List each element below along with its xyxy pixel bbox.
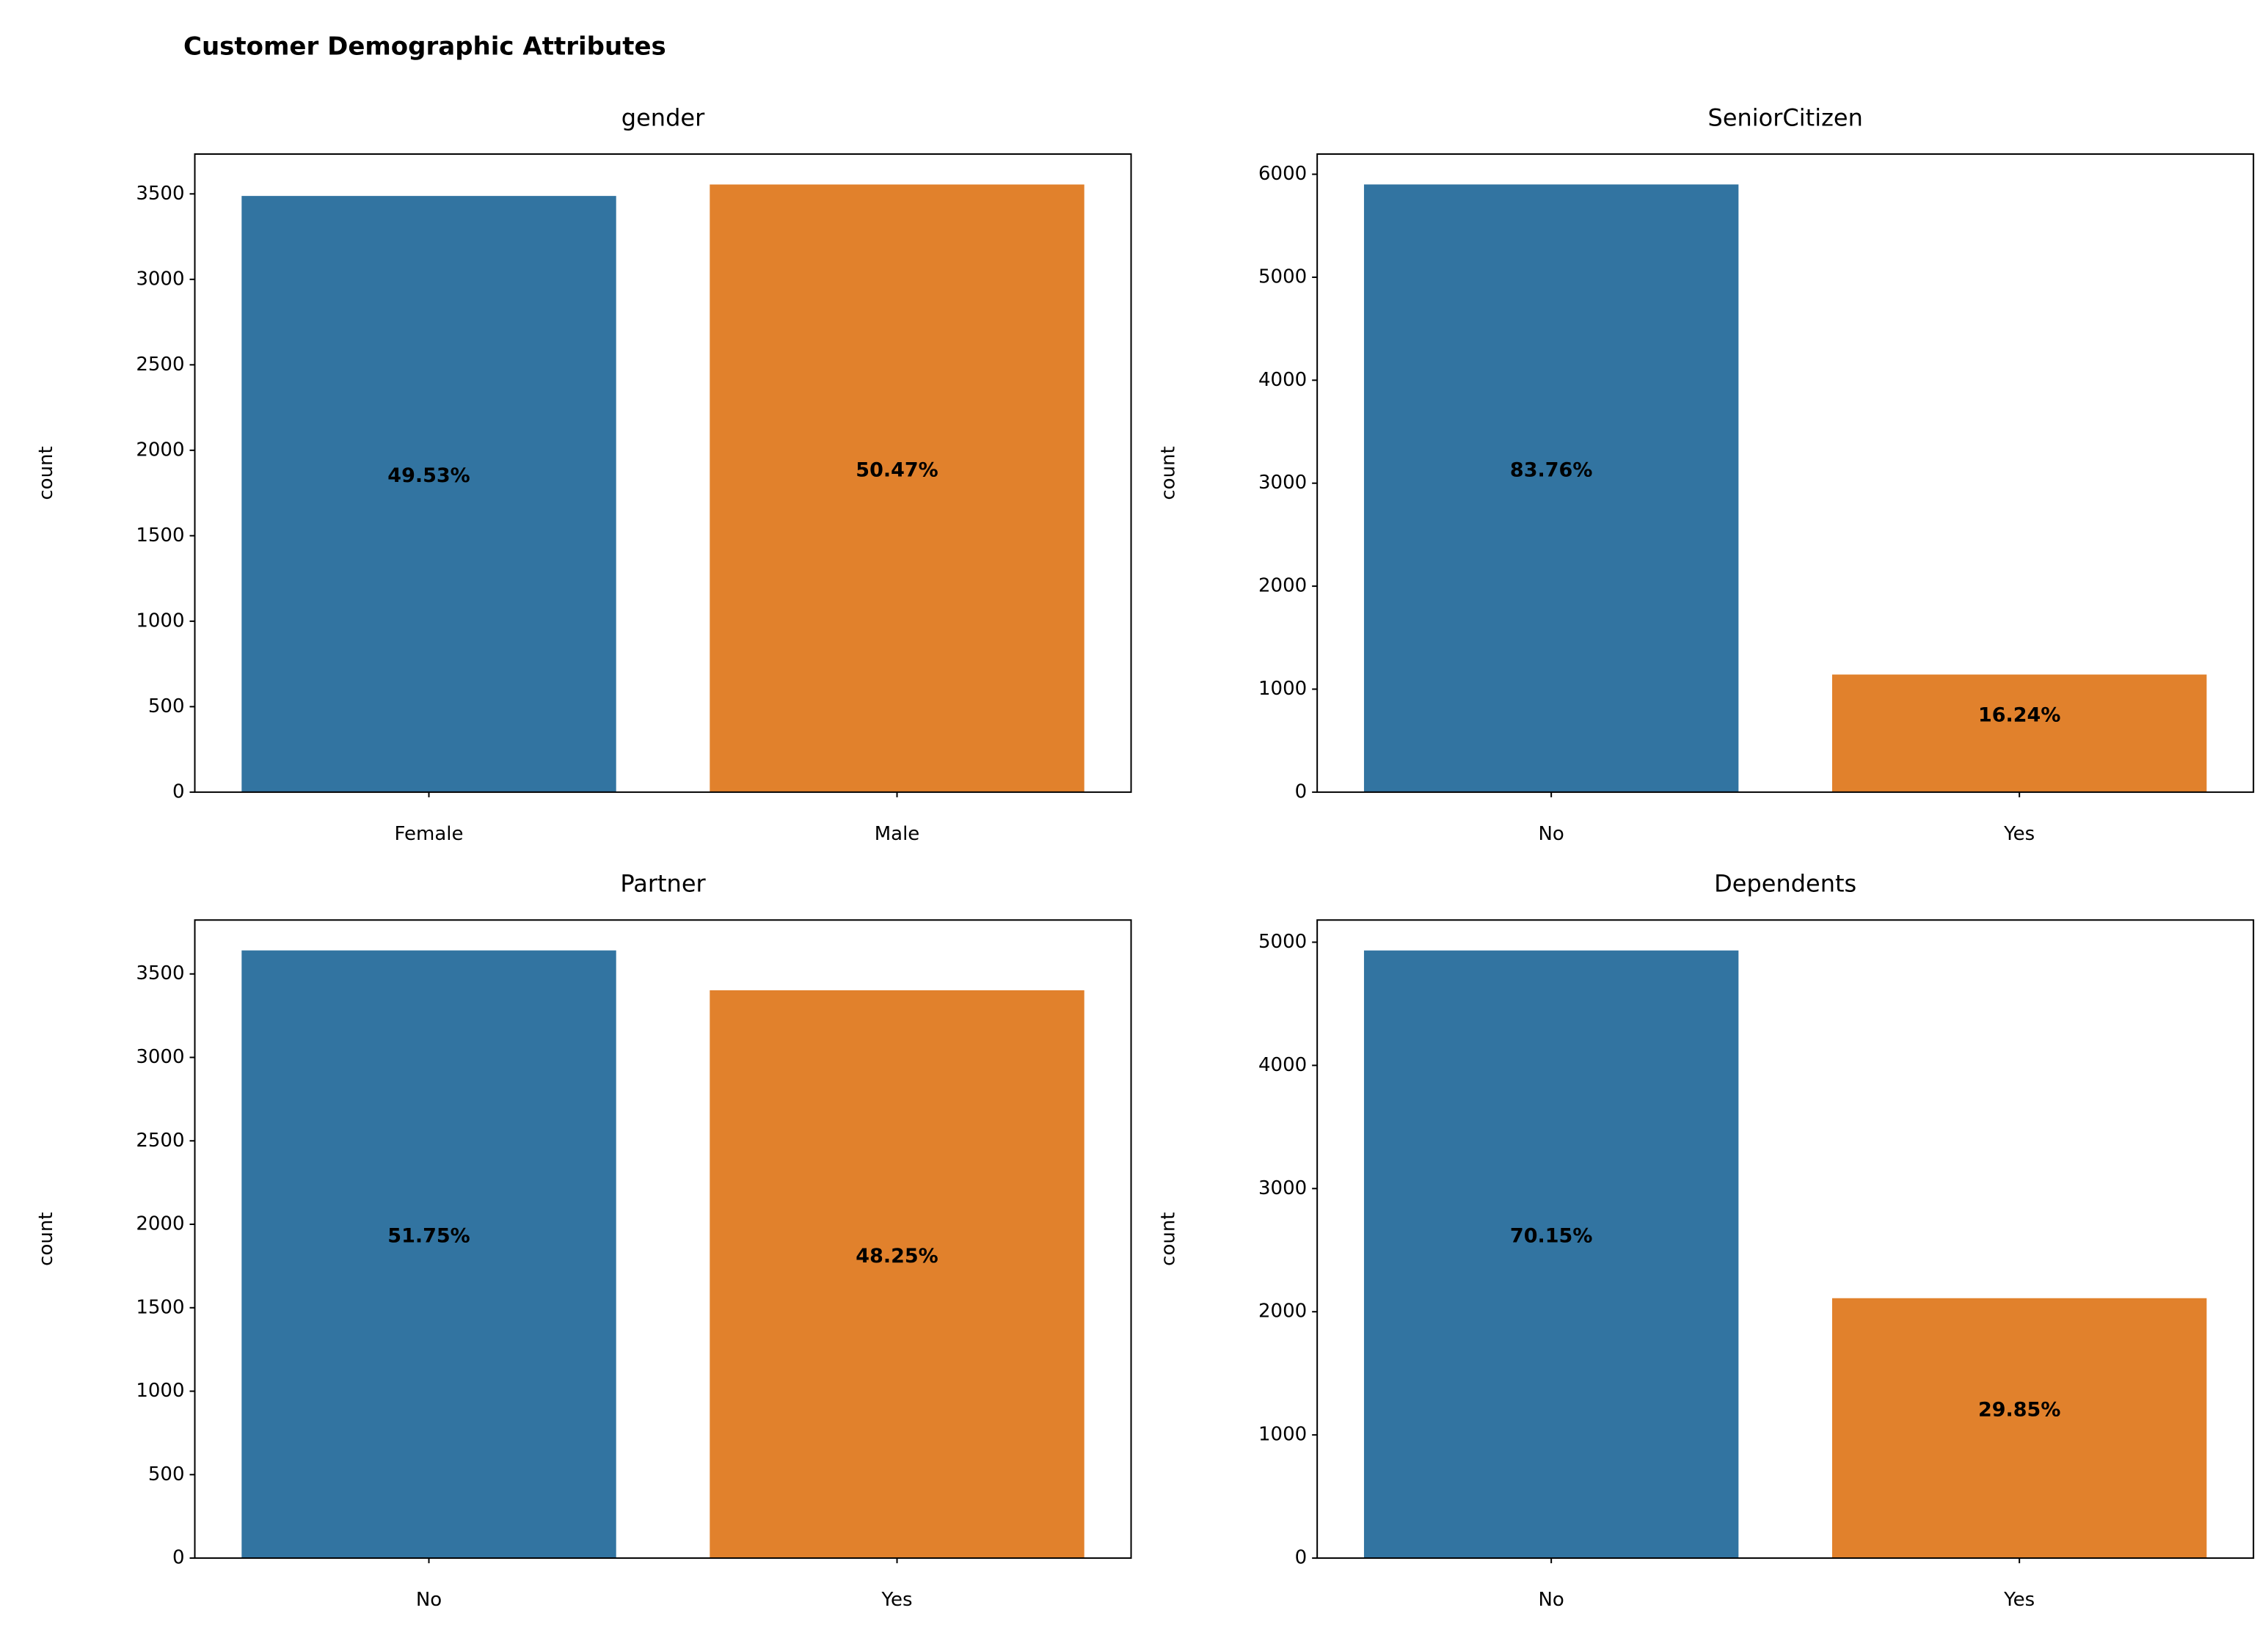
y-axis-label: count: [1158, 446, 1180, 500]
axes-frame: [194, 919, 1132, 1560]
y-tick-label: 0: [172, 780, 185, 802]
y-tick-label: 4000: [1258, 1054, 1307, 1076]
y-tick-label: 1000: [136, 1380, 184, 1402]
y-tick-label: 2000: [136, 439, 184, 461]
x-tick-label: No: [1538, 823, 1564, 845]
y-tick-label: 3000: [1258, 1177, 1307, 1199]
y-tick-label: 1500: [136, 524, 184, 546]
bar: [241, 196, 616, 792]
x-tick-label: Yes: [881, 1589, 913, 1611]
bar: [1363, 184, 1739, 792]
bar-annotation: 50.47%: [856, 458, 938, 481]
bar-annotation: 29.85%: [1978, 1399, 2060, 1422]
y-tick-label: 5000: [1258, 931, 1307, 953]
x-tick-label: Female: [395, 823, 464, 845]
y-tick-label: 500: [148, 695, 185, 717]
y-tick-label: 6000: [1258, 163, 1307, 185]
y-tick-label: 5000: [1258, 266, 1307, 288]
subplot-title: Partner: [620, 870, 706, 898]
bar: [710, 990, 1084, 1559]
x-tick-label: No: [1538, 1589, 1564, 1611]
axes-frame: [1316, 153, 2255, 793]
y-tick-label: 1000: [136, 610, 184, 632]
y-tick-label: 1000: [1258, 1424, 1307, 1446]
bar-annotation: 83.76%: [1510, 458, 1592, 481]
y-tick-label: 3500: [136, 183, 184, 205]
y-tick-label: 1000: [1258, 678, 1307, 700]
y-tick-label: 4000: [1258, 369, 1307, 391]
y-tick-label: 3000: [136, 268, 184, 290]
bar: [1831, 674, 2207, 792]
y-axis-label: count: [35, 1212, 57, 1265]
y-tick-label: 3500: [136, 962, 184, 984]
y-tick-label: 1500: [136, 1296, 184, 1318]
y-tick-label: 2000: [1258, 1301, 1307, 1323]
subplot-title: Dependents: [1714, 870, 1856, 898]
y-tick-label: 2000: [136, 1213, 184, 1235]
y-tick-label: 500: [148, 1463, 185, 1485]
bar-annotation: 49.53%: [387, 464, 470, 487]
axes-frame: [194, 153, 1132, 793]
bar-annotation: 16.24%: [1978, 703, 2060, 726]
y-tick-label: 0: [172, 1547, 185, 1569]
bar: [1363, 950, 1739, 1559]
bar-annotation: 70.15%: [1510, 1225, 1592, 1248]
y-tick-label: 2000: [1258, 575, 1307, 597]
x-tick-label: Male: [875, 823, 920, 845]
y-tick-label: 0: [1295, 780, 1308, 802]
y-tick-label: 0: [1295, 1547, 1308, 1569]
y-tick-label: 3000: [136, 1046, 184, 1068]
y-tick-label: 3000: [1258, 472, 1307, 494]
y-tick-label: 2500: [136, 1130, 184, 1152]
figure-title: Customer Demographic Attributes: [183, 32, 666, 62]
y-tick-label: 2500: [136, 354, 184, 376]
bar: [710, 184, 1084, 792]
y-axis-label: count: [35, 446, 57, 500]
x-tick-label: No: [416, 1589, 442, 1611]
x-tick-label: Yes: [2003, 823, 2035, 845]
bar-annotation: 51.75%: [387, 1225, 470, 1248]
bar: [241, 950, 616, 1559]
subplot-title: SeniorCitizen: [1708, 103, 1863, 131]
bar: [1831, 1298, 2207, 1559]
axes-frame: [1316, 919, 2255, 1560]
x-tick-label: Yes: [2003, 1589, 2035, 1611]
subplot-title: gender: [621, 103, 705, 131]
y-axis-label: count: [1158, 1212, 1180, 1265]
bar-annotation: 48.25%: [856, 1245, 938, 1268]
